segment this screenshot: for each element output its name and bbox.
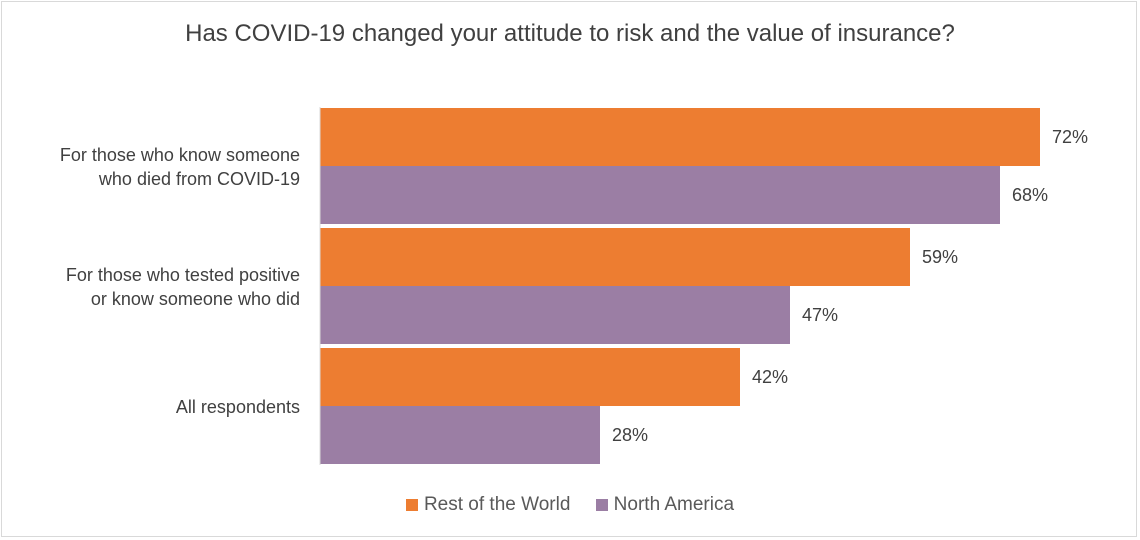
category-label-1-line-1: For those who know someone [60,145,300,165]
bar-north-america-2 [320,286,790,344]
legend-swatch-north-america [595,499,608,511]
value-label-north-america-2: 47% [802,305,838,325]
bar-rest-of-the-world-1 [320,108,1040,166]
category-label-3-line-1: All respondents [176,397,300,417]
value-label-north-america-1: 68% [1012,185,1048,205]
category-label-2-line-2: or know someone who did [91,289,300,309]
value-label-rest-of-the-world-1: 72% [1052,127,1088,147]
value-label-north-america-3: 28% [612,425,648,445]
legend: Rest of the World North America [0,494,1140,517]
legend-swatch-rest-of-world [405,499,418,511]
legend-item-north-america: North America [595,494,735,516]
value-label-rest-of-the-world-2: 59% [922,247,958,267]
bar-rest-of-the-world-3 [320,348,740,406]
bar-north-america-1 [320,166,1000,224]
category-label-2-line-1: For those who tested positive [66,265,300,285]
chart-title-text: Has COVID-19 changed your attitude to ri… [185,20,955,47]
bar-north-america-3 [320,406,600,464]
chart-title: Has COVID-19 changed your attitude to ri… [0,18,1140,50]
legend-label-north-america: North America [613,494,735,515]
bar-rest-of-the-world-2 [320,228,910,286]
value-label-rest-of-the-world-3: 42% [752,367,788,387]
legend-label-rest-of-world: Rest of the World [423,494,571,515]
legend-item-rest-of-world: Rest of the World [405,494,571,516]
category-label-1-line-2: who died from COVID-19 [98,169,300,189]
